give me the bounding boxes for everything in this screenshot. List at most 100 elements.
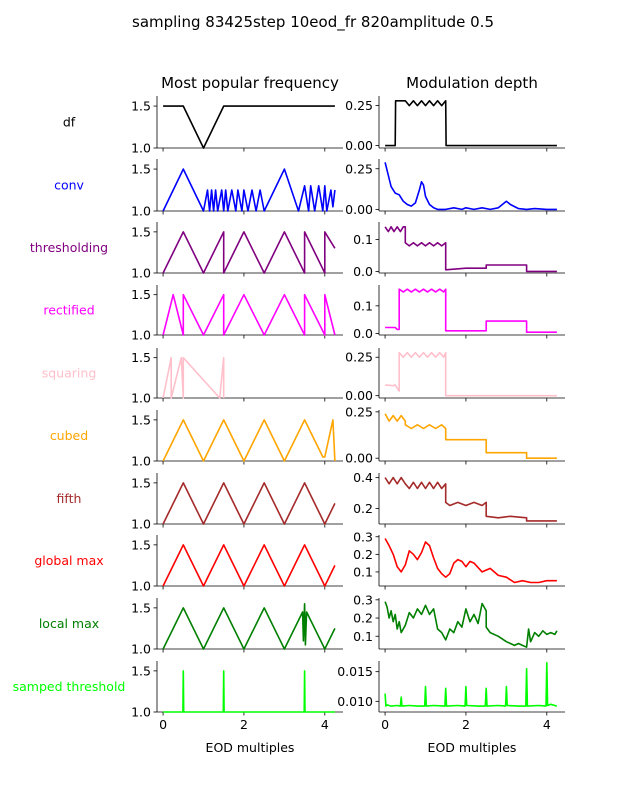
y-tick-label: 0.0 [353, 326, 373, 341]
y-tick-label: 1.0 [131, 642, 151, 657]
row-label-conv: conv [54, 178, 84, 193]
y-tick-label: 1.0 [131, 328, 151, 343]
series-line-global-max-freq [162, 544, 336, 587]
subplot-grid: df1.01.5conv1.01.5thresholding1.01.5rect… [13, 96, 565, 732]
y-tick-label: 1.5 [131, 350, 151, 365]
panel-thresholding-freq: thresholding 1.0 1.5 [30, 222, 343, 281]
series-line-squaring-freq [162, 356, 225, 399]
y-tick-label: 0.00 [345, 388, 373, 403]
panel-df-freq: df 1.0 1.5 [63, 96, 343, 156]
y-tick-label: 0.1 [353, 232, 373, 247]
panel-rectified-mod: 0.0 0.1 [353, 285, 565, 341]
x-axis-label-modulation: EOD multiples [428, 740, 517, 755]
y-tick-label: 1.5 [131, 412, 151, 427]
y-tick-label: 0.010 [337, 694, 373, 709]
y-tick-label: 0.015 [337, 664, 373, 679]
figure-title: sampling 83425step 10eod_fr 820amplitude… [132, 13, 494, 32]
series-line-global-max-mod [384, 538, 557, 584]
series-line-cubed-mod [384, 413, 557, 460]
row-label-thresholding: thresholding [30, 240, 108, 255]
y-tick-label: 1.0 [131, 141, 151, 156]
row-label-local-max: local max [39, 616, 99, 631]
y-tick-label: 0.3 [353, 529, 373, 544]
series-line-local-max-freq [162, 602, 336, 650]
y-tick-label: 1.0 [131, 266, 151, 281]
y-tick-label: 0.00 [345, 202, 373, 217]
y-tick-label: 1.5 [131, 224, 151, 239]
y-tick-label: 1.5 [131, 600, 151, 615]
series-line-thresholding-freq [162, 231, 336, 274]
series-line-conv-freq [162, 168, 336, 212]
panel-samped-threshold-mod: 0.010 0.015 0 2 4 [337, 661, 565, 732]
series-line-df-mod [385, 100, 557, 147]
panel-local-max-mod: 0.1 0.2 0.3 [353, 592, 565, 653]
row-label-rectified: rectified [43, 303, 94, 318]
panel-df-mod: 0.00 0.25 [345, 96, 565, 153]
series-line-rectified-freq [162, 293, 336, 336]
series-line-rectified-mod [385, 288, 557, 334]
y-tick-label: 0.0 [353, 264, 373, 279]
y-tick-label: 0.25 [345, 404, 373, 419]
row-label-df: df [63, 115, 76, 130]
series-line-squaring-mod [385, 351, 557, 397]
y-tick-label: 1.0 [131, 705, 151, 720]
y-tick-label: 0.2 [353, 547, 373, 562]
series-line-fifth-mod [384, 476, 557, 522]
series-line-local-max-mod [384, 601, 558, 649]
series-line-thresholding-mod [384, 226, 557, 273]
y-tick-label: 0.25 [345, 161, 373, 176]
y-tick-label: 0.1 [353, 564, 373, 579]
y-tick-label: 1.0 [131, 517, 151, 532]
y-tick-label: 0.1 [353, 298, 373, 313]
row-label-global-max: global max [34, 553, 103, 568]
panel-fifth-freq: fifth 1.0 1.5 [57, 473, 343, 532]
y-tick-label: 1.0 [131, 204, 151, 219]
panel-squaring-freq: squaring 1.0 1.5 [42, 348, 343, 406]
y-tick-label: 0.25 [345, 350, 373, 365]
panel-samped-threshold-freq: samped threshold 1.0 1.5 0 2 4 [13, 661, 343, 732]
x-tick-label: 4 [321, 717, 329, 732]
y-tick-label: 1.5 [131, 162, 151, 177]
y-tick-label: 0.00 [345, 451, 373, 466]
panel-thresholding-mod: 0.0 0.1 [353, 222, 565, 279]
y-tick-label: 1.5 [131, 287, 151, 302]
series-line-fifth-freq [162, 482, 336, 525]
panel-conv-mod: 0.00 0.25 [345, 159, 565, 217]
row-label-cubed: cubed [50, 428, 88, 443]
series-line-samped-threshold-mod [384, 661, 558, 707]
panel-global-max-mod: 0.1 0.2 0.3 [353, 529, 565, 590]
y-tick-label: 0.00 [345, 138, 373, 153]
column-title-modulation: Modulation depth [406, 74, 538, 92]
panel-rectified-freq: rectified 1.0 1.5 [43, 285, 343, 343]
x-tick-label: 4 [543, 717, 551, 732]
y-tick-label: 0.3 [353, 592, 373, 607]
y-tick-label: 1.0 [131, 579, 151, 594]
panel-fifth-mod: 0.2 0.4 [353, 470, 565, 528]
y-tick-label: 1.5 [131, 537, 151, 552]
x-tick-label: 0 [159, 717, 167, 732]
y-tick-label: 0.1 [353, 629, 373, 644]
y-tick-label: 1.0 [131, 454, 151, 469]
y-tick-label: 1.5 [131, 663, 151, 678]
panel-cubed-mod: 0.00 0.25 [345, 404, 565, 466]
panel-squaring-mod: 0.00 0.25 [345, 348, 565, 403]
column-title-frequency: Most popular frequency [161, 74, 339, 92]
series-line-df-freq [163, 105, 335, 149]
x-tick-label: 2 [462, 717, 470, 732]
y-tick-label: 0.2 [353, 501, 373, 516]
y-tick-label: 0.25 [345, 98, 373, 113]
y-tick-label: 1.5 [131, 475, 151, 490]
x-tick-label: 2 [240, 717, 248, 732]
x-tick-label: 0 [381, 717, 389, 732]
panel-cubed-freq: cubed 1.0 1.5 [50, 410, 343, 469]
y-tick-label: 1.5 [131, 99, 151, 114]
panel-conv-freq: conv 1.0 1.5 [54, 159, 343, 219]
row-label-squaring: squaring [42, 366, 97, 381]
series-line-conv-mod [384, 162, 557, 211]
series-line-cubed-freq [162, 419, 336, 462]
x-axis-label-frequency: EOD multiples [206, 740, 295, 755]
y-tick-label: 0.4 [353, 470, 373, 485]
panel-global-max-freq: global max 1.0 1.5 [34, 535, 343, 594]
panel-local-max-freq: local max 1.0 1.5 [39, 598, 343, 657]
